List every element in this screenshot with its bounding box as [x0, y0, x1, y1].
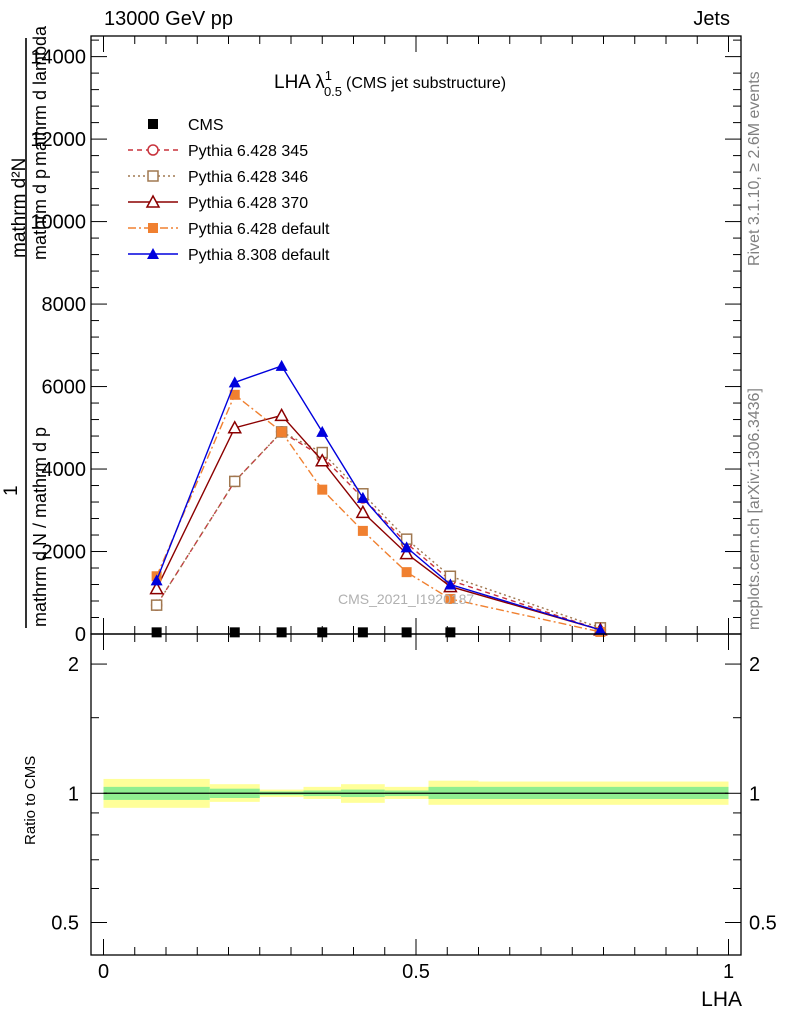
legend-label: Pythia 6.428 default	[188, 221, 330, 238]
y-tick-label: 12000	[30, 129, 86, 151]
data-point	[445, 627, 456, 638]
legend-label: Pythia 8.308 default	[188, 247, 330, 264]
legend-label: Pythia 6.428 345	[188, 143, 308, 160]
ylabel-numerator-after: mathrm d lambda	[30, 25, 50, 166]
data-point	[355, 504, 371, 519]
y-tick-label: 2000	[42, 542, 87, 564]
data-point	[227, 420, 243, 434]
ratio-y-tick-label-right: 0.5	[749, 912, 777, 934]
data-point	[228, 376, 241, 388]
data-point	[229, 627, 240, 638]
data-point	[317, 627, 328, 638]
legend-marker	[148, 223, 158, 233]
data-point	[274, 407, 289, 422]
title-text: LHA λ1 0.5 (CMS jet substructure)	[274, 68, 506, 99]
main-y-axis-label: mathrm d²N mathrm d p mathrm d lambda 1 …	[1, 25, 50, 628]
data-point	[150, 574, 163, 586]
ratio-y-tick-label: 0.5	[51, 912, 79, 934]
data-point	[445, 593, 456, 604]
data-point	[357, 627, 368, 638]
series-line	[156, 431, 601, 631]
x-tick-label: 1	[723, 961, 734, 983]
data-point	[150, 599, 163, 611]
ylabel-numerator-mid: mathrm d p	[30, 169, 50, 260]
data-point	[594, 623, 607, 635]
legend-marker	[147, 144, 159, 156]
data-point	[149, 581, 164, 595]
ratio-y-tick-label: 2	[68, 654, 79, 676]
data-point	[275, 359, 288, 371]
series-line	[155, 365, 601, 631]
series-line	[155, 393, 601, 633]
data-point	[356, 491, 369, 503]
y-tick-label: 0	[75, 624, 86, 646]
y-tick-label: 14000	[30, 47, 86, 69]
ratio-y-tick-label-right: 2	[749, 654, 760, 676]
legend-marker	[147, 248, 159, 259]
y-tick-label: 4000	[42, 459, 87, 481]
ratio-y-tick-label-right: 1	[749, 783, 760, 805]
legend: CMS Pythia 6.428 345 Pythia 6.428 346 Pythi…	[128, 117, 330, 264]
data-point	[229, 389, 240, 400]
legend-marker	[147, 170, 159, 182]
data-point	[357, 525, 368, 536]
data-point	[444, 578, 457, 590]
data-point	[316, 425, 329, 437]
legend-marker	[148, 119, 158, 129]
y-tick-label: 8000	[42, 294, 87, 316]
data-point	[401, 567, 412, 578]
series-5	[150, 359, 607, 635]
data-point	[151, 627, 162, 638]
watermark: CMS_2021_I1920187	[338, 591, 474, 607]
ylabel-denominator: mathrm d N / mathrm d p	[30, 427, 50, 627]
main-panel: 0 2000 4000 6000 8000 10000 12000 14000	[30, 35, 742, 646]
y-tick-label: 10000	[30, 212, 86, 234]
data-point	[399, 546, 414, 560]
data-point	[229, 475, 241, 488]
data-point	[400, 541, 413, 553]
data-point	[401, 627, 412, 638]
legend-marker	[145, 194, 161, 208]
legend-label: CMS	[188, 117, 224, 134]
series-0	[151, 627, 456, 638]
x-axis-label: LHA	[701, 988, 742, 1011]
x-tick-label: 0	[98, 961, 109, 983]
x-tick-label: 0.5	[402, 961, 430, 983]
ylabel-one: 1	[1, 485, 22, 496]
series-line	[155, 414, 601, 631]
legend-label: Pythia 6.428 370	[188, 195, 308, 212]
data-point	[314, 453, 330, 467]
top-left-label: 13000 GeV pp	[104, 8, 233, 30]
data-point	[276, 426, 287, 437]
data-point	[317, 484, 328, 495]
top-right-label: Jets	[693, 8, 730, 30]
ylabel-numerator: mathrm d²N	[9, 158, 30, 258]
ratio-y-tick-label: 1	[68, 783, 79, 805]
data-point	[276, 627, 287, 638]
y-tick-label: 6000	[42, 377, 87, 399]
plot-title: LHA λ1 0.5 (CMS jet substructure)	[274, 68, 506, 99]
legend-label: Pythia 6.428 346	[188, 169, 308, 186]
ratio-panel: 0.5 0.5 1 1 2 2 0 0.5 1	[51, 633, 777, 983]
